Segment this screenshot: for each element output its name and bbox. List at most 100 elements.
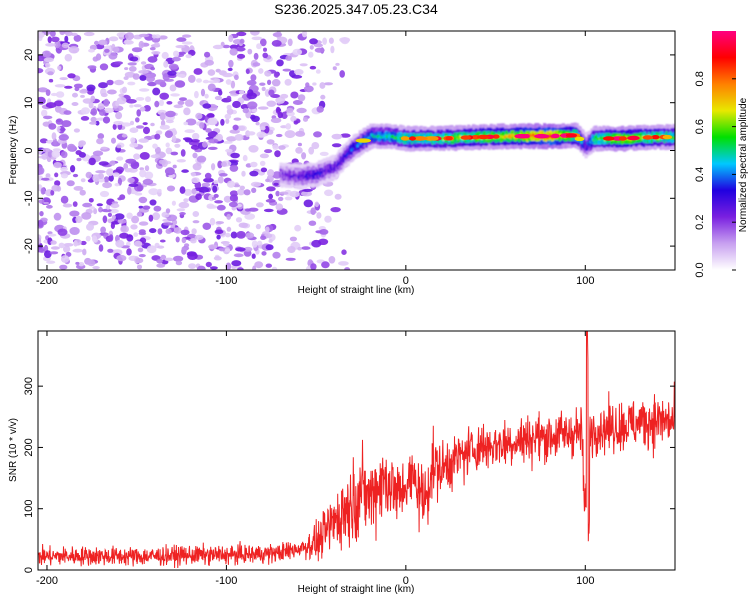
noise-blob bbox=[238, 222, 248, 228]
noise-blob bbox=[54, 172, 59, 178]
noise-blob bbox=[61, 120, 72, 128]
noise-blob bbox=[156, 263, 166, 268]
noise-blob bbox=[173, 104, 184, 109]
noise-blob bbox=[302, 116, 309, 122]
noise-blob bbox=[50, 246, 60, 250]
noise-blob bbox=[247, 101, 258, 110]
noise-blob bbox=[100, 146, 108, 150]
noise-blob bbox=[242, 154, 248, 162]
noise-blob bbox=[59, 127, 66, 132]
noise-blob bbox=[341, 249, 347, 255]
noise-blob bbox=[88, 206, 95, 210]
noise-blob bbox=[192, 163, 202, 171]
noise-blob bbox=[264, 125, 270, 134]
colorbar-gradient bbox=[712, 31, 736, 270]
noise-blob bbox=[250, 161, 258, 168]
signal-cell bbox=[392, 134, 394, 138]
noise-blob bbox=[138, 205, 144, 209]
noise-blob bbox=[223, 243, 230, 247]
noise-blob bbox=[144, 165, 150, 172]
noise-blob bbox=[220, 41, 225, 47]
signal-cell bbox=[319, 172, 321, 176]
noise-blob bbox=[196, 78, 202, 83]
noise-blob bbox=[235, 217, 243, 223]
noise-blob bbox=[265, 244, 274, 251]
signal-hotspot bbox=[355, 138, 371, 143]
noise-blob bbox=[234, 134, 244, 141]
noise-blob bbox=[164, 130, 173, 138]
noise-blob bbox=[90, 116, 97, 123]
y-tick-label: 0 bbox=[23, 567, 35, 573]
noise-blob bbox=[188, 74, 196, 83]
signal-cell bbox=[395, 135, 397, 139]
noise-blob bbox=[134, 192, 143, 196]
noise-blob bbox=[58, 242, 65, 249]
colorbar-tick-label: 0.2 bbox=[694, 215, 706, 230]
noise-blob bbox=[299, 63, 308, 67]
signal-cell bbox=[312, 175, 315, 178]
noise-blob bbox=[228, 201, 238, 208]
noise-blob bbox=[131, 215, 140, 224]
noise-blob bbox=[166, 214, 178, 222]
noise-blob bbox=[294, 69, 304, 75]
noise-blob bbox=[261, 86, 266, 92]
signal-hotspot bbox=[602, 136, 615, 141]
noise-blob bbox=[259, 126, 266, 131]
noise-blob bbox=[106, 79, 114, 86]
noise-blob bbox=[175, 260, 183, 266]
noise-blob bbox=[50, 189, 55, 196]
noise-blob bbox=[92, 174, 100, 183]
noise-blob bbox=[38, 150, 43, 155]
noise-blob bbox=[256, 202, 264, 208]
noise-blob bbox=[226, 108, 234, 115]
noise-blob bbox=[42, 121, 51, 127]
noise-blob bbox=[193, 68, 203, 75]
noise-blob bbox=[170, 93, 181, 97]
figure-title: S236.2025.347.05.23.C34 bbox=[274, 1, 438, 17]
noise-blob bbox=[182, 34, 192, 38]
noise-blob bbox=[113, 120, 124, 126]
noise-blob bbox=[160, 254, 167, 260]
noise-blob bbox=[202, 79, 210, 84]
noise-blob bbox=[331, 143, 342, 148]
noise-blob bbox=[138, 70, 149, 74]
noise-blob bbox=[108, 36, 119, 42]
noise-blob bbox=[133, 104, 142, 108]
spectrogram-y-label: Frequency (Hz) bbox=[8, 116, 19, 185]
signal-cell bbox=[586, 141, 589, 145]
noise-blob bbox=[217, 176, 224, 184]
noise-blob bbox=[239, 38, 245, 44]
signal-cell bbox=[512, 134, 515, 137]
noise-blob bbox=[301, 31, 308, 38]
noise-blob bbox=[143, 105, 151, 112]
noise-blob bbox=[264, 233, 273, 239]
noise-blob bbox=[246, 80, 257, 86]
noise-blob bbox=[121, 133, 128, 138]
signal-cell bbox=[336, 163, 339, 166]
noise-blob bbox=[285, 55, 292, 61]
signal-hotspot bbox=[574, 136, 585, 142]
noise-blob bbox=[190, 139, 200, 143]
noise-blob bbox=[167, 70, 177, 76]
noise-blob bbox=[213, 78, 221, 83]
noise-blob bbox=[282, 68, 292, 72]
noise-blob bbox=[72, 173, 79, 178]
noise-blob bbox=[216, 234, 221, 240]
noise-blob bbox=[251, 108, 258, 113]
noise-blob bbox=[125, 99, 137, 104]
noise-blob bbox=[213, 180, 219, 185]
noise-blob bbox=[188, 263, 197, 269]
signal-cell bbox=[548, 135, 550, 139]
signal-cell bbox=[316, 174, 319, 177]
noise-blob bbox=[117, 197, 123, 201]
noise-blob bbox=[263, 208, 274, 213]
noise-blob bbox=[75, 215, 83, 224]
noise-blob bbox=[171, 135, 177, 143]
noise-blob bbox=[148, 188, 159, 196]
noise-blob bbox=[51, 132, 57, 141]
noise-blob bbox=[324, 189, 334, 197]
noise-blob bbox=[183, 107, 191, 116]
noise-blob bbox=[38, 219, 44, 228]
noise-blob bbox=[272, 251, 281, 259]
signal-hotspot bbox=[514, 134, 530, 139]
